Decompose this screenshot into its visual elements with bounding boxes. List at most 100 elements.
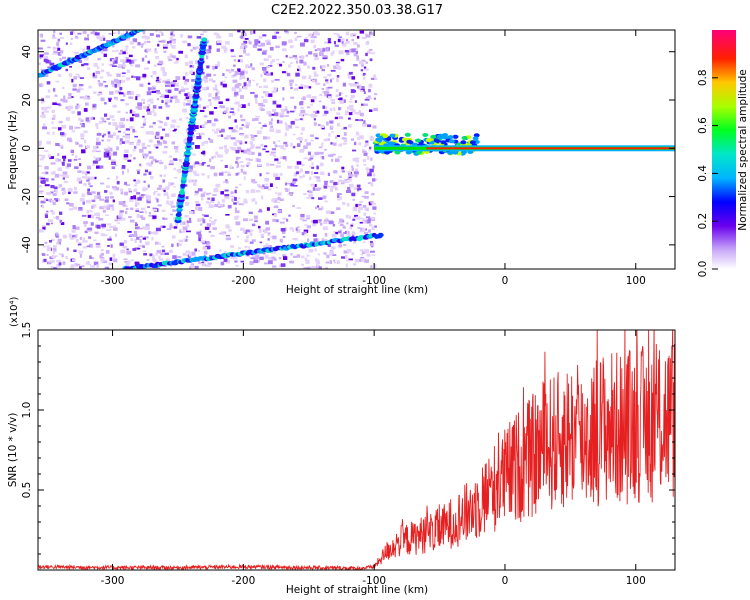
- spectrogram-noise-cell: [152, 254, 155, 259]
- spectrogram-noise-cell: [223, 251, 227, 254]
- spectrogram-noise-cell: [356, 216, 361, 220]
- spectrogram-noise-cell: [293, 109, 296, 112]
- spectrogram-noise-cell: [225, 226, 231, 229]
- spectrogram-noise-cell: [126, 92, 132, 95]
- spectrogram-noise-cell: [249, 261, 254, 265]
- spectrogram-noise-cell: [255, 102, 258, 104]
- spectrogram-noise-cell: [59, 32, 62, 35]
- spectrogram-noise-cell: [157, 193, 161, 197]
- spectrogram-noise-cell: [125, 45, 129, 48]
- spectrogram-noise-cell: [332, 254, 337, 256]
- spectrogram-noise-cell: [133, 195, 137, 200]
- spectrogram-noise-cell: [120, 33, 125, 36]
- spectrogram-noise-cell: [41, 171, 46, 175]
- spectrogram-noise-cell: [50, 199, 55, 203]
- spectrogram-noise-cell: [325, 261, 330, 264]
- spectrogram-noise-cell: [71, 30, 75, 34]
- spectrogram-noise-cell: [344, 50, 349, 53]
- spectrogram-noise-cell: [233, 74, 237, 77]
- spectrogram-noise-cell: [321, 239, 324, 242]
- spectrogram-noise-cell: [212, 194, 217, 196]
- spectrogram-noise-cell: [132, 46, 136, 49]
- spectrogram-noise-cell: [81, 265, 85, 268]
- spectrogram-noise-cell: [334, 44, 339, 47]
- spectrogram-noise-cell: [60, 37, 64, 39]
- spectrogram-noise-cell: [343, 132, 347, 136]
- spectrogram-noise-cell: [106, 185, 110, 189]
- spectrogram-noise-cell: [213, 74, 216, 77]
- spectrogram-noise-cell: [226, 237, 231, 241]
- spectrogram-noise-cell: [321, 156, 325, 160]
- spectrogram-noise-cell: [319, 162, 324, 167]
- spectrogram-noise-cell: [284, 108, 288, 111]
- spectrogram-noise-cell: [320, 65, 323, 69]
- spectrogram-noise-cell: [59, 174, 64, 177]
- spectrogram-noise-cell: [302, 174, 305, 178]
- spectrogram-noise-cell: [235, 149, 240, 154]
- spectrogram-noise-cell: [57, 238, 62, 242]
- spectrogram-noise-cell: [133, 58, 137, 62]
- spectrogram-track-cell: [175, 11, 179, 15]
- spectrogram-noise-cell: [331, 131, 334, 133]
- spectrogram-noise-cell: [125, 52, 129, 55]
- spectrogram-noise-cell: [66, 163, 71, 167]
- spectrogram-noise-cell: [215, 64, 220, 67]
- spectrogram-noise-cell: [358, 87, 362, 91]
- spectrogram-noise-cell: [241, 75, 246, 79]
- spectrogram-noise-cell: [271, 199, 276, 202]
- spectrogram-noise-cell: [304, 224, 308, 226]
- spectrogram-noise-cell: [225, 181, 229, 184]
- snr-y-ticks: 0.51.01.5: [21, 322, 675, 555]
- spectrogram-noise-cell: [262, 148, 266, 151]
- spectrogram-noise-cell: [193, 170, 197, 175]
- spectrogram-noise-cell: [296, 60, 299, 64]
- spectrogram-noise-cell: [152, 109, 155, 113]
- spectrogram-noise-cell: [57, 38, 61, 42]
- spectrogram-noise-cell: [315, 82, 321, 85]
- spectrogram-noise-cell: [342, 225, 346, 228]
- spectrogram-noise-cell: [139, 195, 144, 199]
- spectrogram-noise-cell: [240, 118, 246, 122]
- spectrogram-noise-cell: [239, 76, 242, 80]
- spectrogram-noise-cell: [254, 220, 258, 223]
- spectrogram-noise-cell: [333, 107, 336, 112]
- spectrogram-noise-cell: [159, 121, 163, 124]
- spectrogram-noise-cell: [225, 179, 228, 182]
- spectrogram-noise-cell: [147, 111, 152, 115]
- spectrogram-noise-cell: [258, 102, 264, 107]
- spectrogram-noise-cell: [239, 45, 245, 50]
- spectrogram-noise-cell: [77, 209, 82, 212]
- spectrogram-noise-cell: [316, 265, 319, 267]
- spectrogram-noise-cell: [308, 114, 313, 116]
- spectrogram-noise-cell: [86, 178, 90, 182]
- spectrogram-noise-cell: [185, 103, 191, 106]
- spectrogram-noise-cell: [321, 142, 324, 147]
- spectrogram-noise-cell: [100, 233, 105, 237]
- spectrogram-noise-cell: [135, 202, 140, 206]
- spectrogram-noise-cell: [209, 219, 212, 222]
- spectrogram-noise-cell: [126, 69, 131, 73]
- spectrogram-noise-cell: [256, 83, 259, 87]
- spectrogram-noise-cell: [289, 261, 294, 264]
- spectrogram-noise-cell: [248, 218, 253, 221]
- carrier-spread-cell: [473, 133, 480, 138]
- spectrogram-noise-cell: [296, 35, 302, 38]
- spectrogram-noise-cell: [76, 263, 81, 266]
- spectrogram-noise-cell: [162, 151, 168, 154]
- spectrogram-noise-cell: [215, 92, 218, 97]
- spectrogram-noise-cell: [362, 74, 365, 77]
- spectrogram-noise-cell: [148, 214, 154, 217]
- spectrogram-noise-cell: [83, 95, 88, 100]
- spectrogram-noise-cell: [294, 105, 297, 109]
- spectrogram-noise-cell: [282, 156, 287, 160]
- spectrogram-noise-cell: [124, 181, 128, 185]
- spectrogram-noise-cell: [61, 86, 65, 90]
- spectrogram-noise-cell: [306, 217, 310, 220]
- spectrogram-noise-cell: [85, 240, 88, 243]
- spectrogram-carrier: [373, 132, 675, 156]
- spectrogram-noise-cell: [311, 162, 314, 166]
- spectrogram-noise: [38, 11, 384, 269]
- spectrogram-noise-cell: [364, 142, 369, 146]
- spectrogram-noise-cell: [61, 254, 64, 258]
- spectrogram-noise-cell: [203, 75, 208, 80]
